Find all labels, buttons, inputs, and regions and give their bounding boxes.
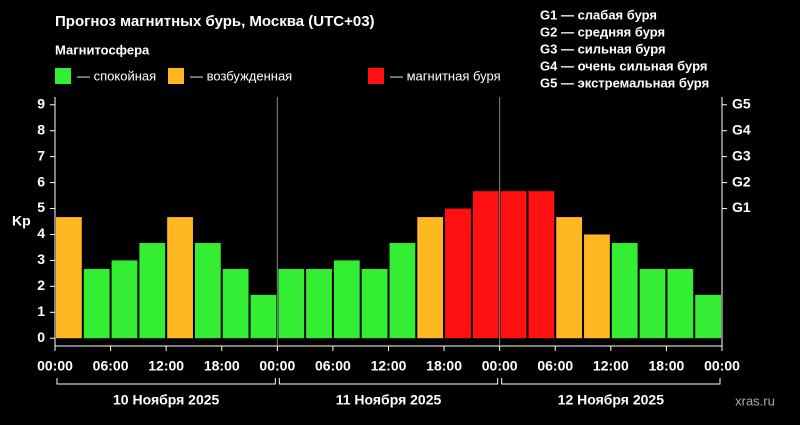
bar	[250, 294, 277, 339]
day-label: 12 Ноября 2025	[558, 392, 665, 408]
bar	[695, 294, 721, 339]
bar	[361, 268, 388, 339]
bar	[667, 268, 694, 339]
x-tick-label: 06:00	[93, 358, 129, 374]
legend-label: — возбужденная	[190, 68, 292, 83]
bar	[222, 268, 249, 339]
watermark: xras.ru	[735, 393, 775, 408]
legend-label: — магнитная буря	[390, 68, 501, 83]
y2-tick-label: G1	[732, 199, 751, 215]
bar	[306, 268, 332, 339]
legend-swatch	[55, 68, 71, 84]
bar	[389, 243, 416, 339]
y2-tick-label: G2	[732, 173, 751, 189]
legend-label: — спокойная	[77, 68, 156, 83]
x-tick-label: 18:00	[204, 358, 240, 374]
x-tick-label: 18:00	[426, 358, 462, 374]
day-label: 10 Ноября 2025	[113, 392, 220, 408]
g-legend-label: G2 — средняя буря	[540, 24, 665, 39]
bar	[500, 191, 527, 339]
day-label: 11 Ноября 2025	[336, 392, 442, 408]
x-tick-label: 00:00	[704, 358, 740, 374]
bar	[584, 234, 610, 339]
y-tick-label: 8	[37, 121, 45, 137]
bar	[139, 243, 166, 339]
y-tick-label: 4	[37, 225, 45, 241]
y-tick-label: 0	[37, 329, 45, 345]
bar	[639, 268, 666, 339]
x-tick-label: 12:00	[148, 358, 184, 374]
bar	[611, 243, 638, 339]
y-axis-label: Kp	[12, 213, 31, 229]
bar	[111, 260, 138, 339]
bar	[556, 217, 583, 339]
y-tick-label: 3	[37, 251, 45, 267]
bar	[278, 268, 305, 339]
y-tick-label: 5	[37, 199, 45, 215]
x-tick-label: 06:00	[315, 358, 351, 374]
y-tick-label: 9	[37, 95, 45, 111]
chart-title: Прогноз магнитных бурь, Москва (UTC+03)	[55, 13, 375, 30]
y2-tick-label: G4	[732, 121, 751, 137]
y-tick-label: 1	[37, 303, 45, 319]
legend-swatch	[168, 68, 184, 84]
y-tick-label: 2	[37, 277, 45, 293]
x-tick-label: 06:00	[537, 358, 573, 374]
x-tick-label: 00:00	[259, 358, 295, 374]
day-bracket	[501, 378, 721, 385]
bar	[194, 243, 221, 339]
bar	[528, 191, 555, 339]
y2-tick-label: G3	[732, 147, 751, 163]
bar	[167, 217, 193, 339]
g-legend-label: G5 — экстремальная буря	[540, 75, 709, 90]
x-tick-label: 18:00	[649, 358, 685, 374]
x-tick-label: 00:00	[482, 358, 518, 374]
y-tick-label: 7	[37, 147, 45, 163]
legend-title: Магнитосфера	[55, 42, 150, 57]
x-tick-label: 12:00	[371, 358, 407, 374]
bar	[417, 217, 444, 339]
bar	[472, 191, 499, 339]
y-tick-label: 6	[37, 173, 45, 189]
g-legend-label: G3 — сильная буря	[540, 41, 666, 56]
bar	[56, 217, 82, 339]
day-bracket	[56, 378, 276, 385]
x-tick-label: 12:00	[593, 358, 629, 374]
bar	[445, 208, 471, 339]
day-bracket	[278, 378, 499, 385]
bar	[83, 268, 110, 339]
g-legend-label: G1 — слабая буря	[540, 7, 657, 22]
y2-tick-label: G5	[732, 95, 751, 111]
x-tick-label: 00:00	[37, 358, 73, 374]
g-legend-label: G4 — очень сильная буря	[540, 58, 707, 73]
bar	[333, 260, 360, 339]
legend-swatch	[368, 68, 384, 84]
